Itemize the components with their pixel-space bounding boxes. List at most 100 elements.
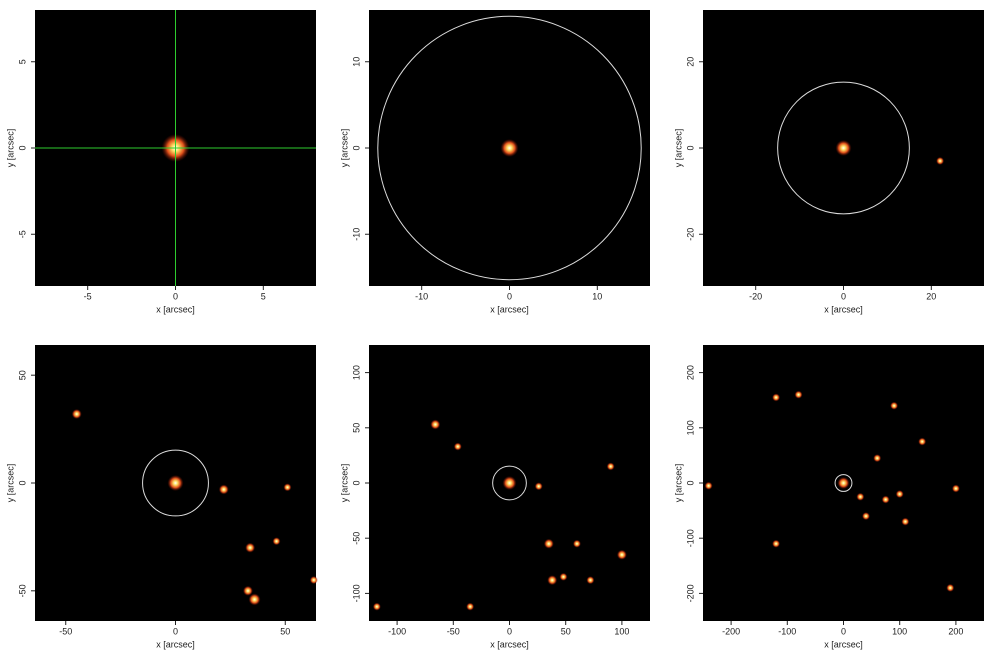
source xyxy=(309,576,318,585)
x-tick-label: 0 xyxy=(507,291,512,301)
x-tick-label: 0 xyxy=(173,626,178,636)
source xyxy=(543,538,554,549)
source xyxy=(272,537,281,546)
y-tick-label: -20 xyxy=(685,228,695,241)
x-tick-label: -100 xyxy=(388,626,406,636)
source xyxy=(890,401,899,410)
source xyxy=(861,512,870,521)
source xyxy=(372,602,381,611)
x-tick-label: 100 xyxy=(614,626,629,636)
source xyxy=(430,419,441,430)
y-tick-label: 5 xyxy=(17,59,27,64)
y-tick-label: 0 xyxy=(17,480,27,485)
panel: -10 0 10 -10 0 10 x [arcsec] y [arcsec] xyxy=(339,10,650,314)
extraction-circle xyxy=(777,81,910,215)
source xyxy=(559,572,568,581)
source xyxy=(835,140,852,156)
x-tick-label: -50 xyxy=(447,626,460,636)
extraction-circle xyxy=(142,449,209,517)
y-tick-label: -200 xyxy=(685,584,695,602)
source xyxy=(895,490,904,499)
x-axis-label: x [arcsec] xyxy=(156,304,195,314)
x-tick-label: 5 xyxy=(261,291,266,301)
y-tick-label: 0 xyxy=(17,145,27,150)
y-axis-label: y [arcsec] xyxy=(339,129,349,168)
x-tick-label: -20 xyxy=(749,291,762,301)
y-tick-label: 20 xyxy=(685,57,695,67)
x-tick-label: 200 xyxy=(948,626,963,636)
y-tick-label: -100 xyxy=(685,529,695,547)
y-tick-label: 50 xyxy=(17,370,27,380)
y-tick-label: 0 xyxy=(685,145,695,150)
y-tick-label: 0 xyxy=(351,480,361,485)
source xyxy=(616,549,627,560)
source xyxy=(704,481,713,490)
source xyxy=(901,517,910,526)
source xyxy=(772,393,781,402)
x-axis-label: x [arcsec] xyxy=(490,639,529,649)
y-axis-label: y [arcsec] xyxy=(5,129,15,168)
source xyxy=(500,139,519,157)
x-tick-label: 0 xyxy=(507,626,512,636)
y-tick-label: -10 xyxy=(351,228,361,241)
source xyxy=(218,484,229,495)
x-tick-label: 10 xyxy=(592,291,602,301)
x-tick-label: -10 xyxy=(415,291,428,301)
y-tick-label: 10 xyxy=(351,57,361,67)
y-tick-label: -100 xyxy=(351,584,361,602)
x-axis-label: x [arcsec] xyxy=(156,639,195,649)
source xyxy=(572,539,581,548)
x-tick-label: -5 xyxy=(84,291,92,301)
source xyxy=(856,492,865,501)
x-tick-label: 0 xyxy=(841,291,846,301)
y-tick-label: 100 xyxy=(351,365,361,380)
source xyxy=(502,476,517,490)
source xyxy=(248,593,261,606)
extraction-circle xyxy=(492,465,527,501)
source xyxy=(837,477,850,489)
x-tick-label: 0 xyxy=(841,626,846,636)
source xyxy=(245,542,256,553)
source xyxy=(586,576,595,585)
source xyxy=(283,483,292,492)
y-axis-label: y [arcsec] xyxy=(5,464,15,503)
panel: -5 0 5 -5 0 5 x [arcsec] y [arcsec] xyxy=(5,10,316,314)
source xyxy=(547,575,558,586)
y-tick-label: 200 xyxy=(685,365,695,380)
source xyxy=(606,462,615,471)
source xyxy=(466,602,475,611)
source xyxy=(918,437,927,446)
source xyxy=(772,539,781,548)
source xyxy=(534,482,543,491)
y-tick-label: 100 xyxy=(685,420,695,435)
x-tick-label: 0 xyxy=(173,291,178,301)
x-axis-label: x [arcsec] xyxy=(490,304,529,314)
source xyxy=(936,156,945,165)
x-tick-label: -50 xyxy=(59,626,72,636)
y-axis-label: y [arcsec] xyxy=(673,129,683,168)
source xyxy=(242,585,253,596)
source xyxy=(951,484,960,493)
source xyxy=(873,454,882,463)
x-tick-label: -200 xyxy=(722,626,740,636)
x-axis-label: x [arcsec] xyxy=(824,304,863,314)
x-axis-label: x [arcsec] xyxy=(824,639,863,649)
panel: -200 -100 0 100 200 -200 -100 0 100 200 x [arcsec]… xyxy=(673,345,984,649)
source xyxy=(71,409,82,419)
y-tick-label: 0 xyxy=(351,145,361,150)
x-tick-label: 50 xyxy=(561,626,571,636)
x-tick-label: 100 xyxy=(892,626,907,636)
panel: -20 0 20 -20 0 20 x [arcsec] y [arcsec] xyxy=(673,10,984,314)
source xyxy=(946,583,955,592)
source xyxy=(881,495,890,504)
y-tick-label: 0 xyxy=(685,480,695,485)
y-axis-label: y [arcsec] xyxy=(673,464,683,503)
extraction-circle xyxy=(834,474,853,492)
panel: -100 -50 0 50 100 -100 -50 0 50 100 x [arcsec] y [a… xyxy=(339,345,650,649)
source xyxy=(453,442,462,451)
extraction-circle xyxy=(377,15,642,281)
y-tick-label: -50 xyxy=(17,584,27,597)
x-tick-label: -100 xyxy=(778,626,796,636)
y-axis-label: y [arcsec] xyxy=(339,464,349,503)
